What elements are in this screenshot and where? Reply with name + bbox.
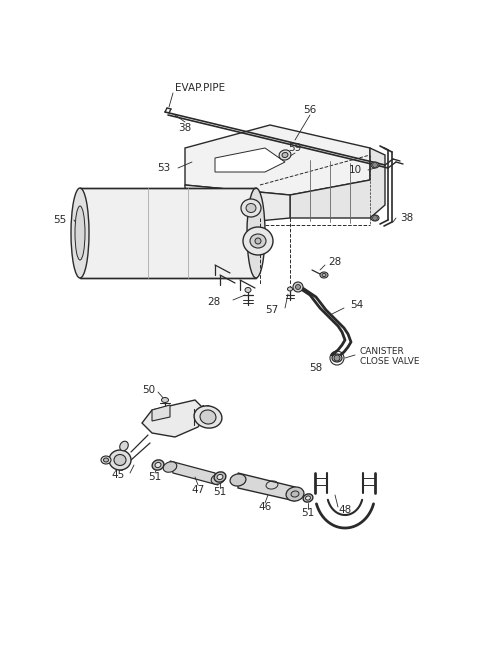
Ellipse shape (306, 496, 311, 500)
Ellipse shape (163, 462, 177, 472)
Text: 38: 38 (400, 213, 413, 223)
Text: 48: 48 (338, 505, 351, 515)
Circle shape (293, 282, 303, 292)
Text: 45: 45 (112, 470, 125, 480)
Ellipse shape (291, 491, 299, 497)
Ellipse shape (288, 287, 292, 291)
Ellipse shape (320, 272, 328, 278)
Ellipse shape (246, 203, 256, 213)
Polygon shape (142, 400, 208, 437)
Text: 51: 51 (301, 508, 314, 518)
Ellipse shape (161, 398, 168, 403)
Text: 28: 28 (328, 257, 341, 267)
Ellipse shape (217, 474, 223, 480)
Ellipse shape (194, 406, 222, 428)
Text: 55: 55 (53, 215, 67, 225)
Ellipse shape (286, 487, 304, 501)
Ellipse shape (250, 234, 266, 248)
Text: 46: 46 (258, 502, 272, 512)
Text: 38: 38 (179, 123, 192, 133)
Polygon shape (215, 148, 285, 172)
Text: 49: 49 (198, 405, 211, 415)
Polygon shape (185, 185, 290, 228)
Ellipse shape (71, 188, 89, 278)
Ellipse shape (371, 162, 379, 168)
Ellipse shape (279, 150, 291, 160)
Ellipse shape (332, 354, 342, 362)
Polygon shape (290, 148, 385, 218)
Ellipse shape (241, 199, 261, 217)
Ellipse shape (104, 458, 108, 462)
Polygon shape (152, 405, 170, 421)
Polygon shape (80, 188, 256, 278)
Text: 10: 10 (349, 165, 362, 175)
Text: 57: 57 (265, 305, 278, 315)
Text: 56: 56 (303, 105, 317, 115)
Ellipse shape (322, 274, 326, 276)
Ellipse shape (101, 456, 111, 464)
Ellipse shape (230, 474, 246, 486)
Ellipse shape (109, 450, 131, 470)
Text: EVAP.PIPE: EVAP.PIPE (175, 83, 225, 93)
Text: 54: 54 (350, 300, 363, 310)
Text: 53: 53 (157, 163, 170, 173)
Circle shape (334, 355, 340, 361)
Text: 51: 51 (214, 487, 227, 497)
Ellipse shape (303, 494, 313, 502)
Text: 28: 28 (207, 297, 220, 307)
Ellipse shape (245, 287, 251, 293)
Polygon shape (170, 461, 218, 485)
Text: 58: 58 (309, 363, 322, 373)
Ellipse shape (211, 474, 225, 484)
Circle shape (296, 285, 300, 289)
Ellipse shape (371, 215, 379, 221)
Ellipse shape (114, 455, 126, 466)
Ellipse shape (120, 441, 128, 451)
Text: CANISTER: CANISTER (360, 348, 405, 356)
Ellipse shape (282, 152, 288, 157)
Ellipse shape (155, 462, 161, 468)
Ellipse shape (255, 238, 261, 244)
Ellipse shape (247, 188, 265, 278)
Ellipse shape (243, 227, 273, 255)
Ellipse shape (200, 410, 216, 424)
Ellipse shape (152, 460, 164, 470)
Ellipse shape (75, 206, 85, 260)
Ellipse shape (214, 472, 226, 482)
Text: 51: 51 (148, 472, 162, 482)
Text: 59: 59 (288, 143, 301, 153)
Polygon shape (185, 125, 370, 195)
Text: 50: 50 (142, 385, 155, 395)
Circle shape (372, 216, 377, 220)
Polygon shape (238, 473, 295, 501)
Circle shape (372, 163, 377, 167)
Text: CLOSE VALVE: CLOSE VALVE (360, 358, 420, 367)
Text: 47: 47 (192, 485, 204, 495)
